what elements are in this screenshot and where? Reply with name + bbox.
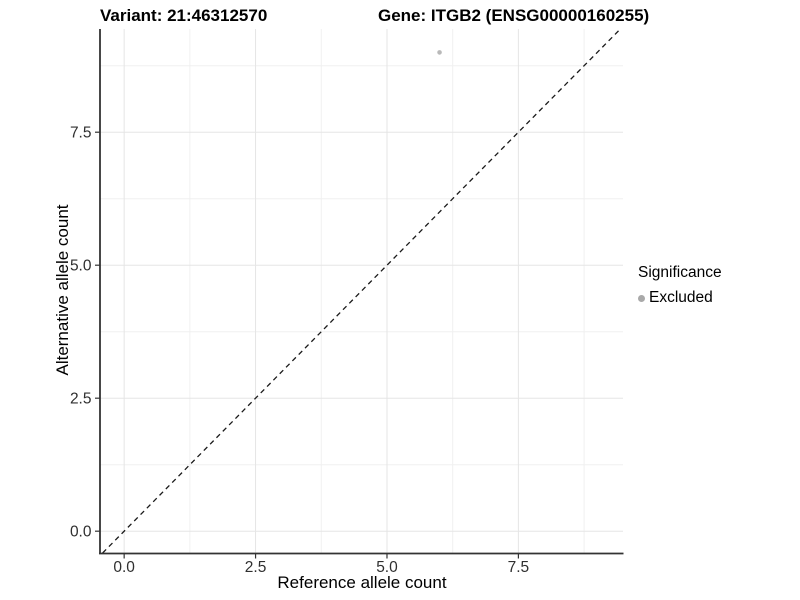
y-tick-label: 7.5 — [70, 125, 92, 142]
plot-title-gene: Gene: ITGB2 (ENSG00000160255) — [378, 6, 650, 25]
x-tick-label: 0.0 — [113, 559, 135, 576]
x-tick-label: 5.0 — [376, 559, 398, 576]
tick-marks — [95, 131, 519, 559]
identity-dashed-line — [102, 28, 621, 554]
axis-lines — [99, 29, 624, 555]
legend-item-label: Excluded — [649, 289, 713, 306]
minor-gridlines — [100, 29, 623, 553]
data-points — [437, 50, 442, 55]
x-axis-title: Reference allele count — [277, 573, 447, 592]
plot-title-variant: Variant: 21:46312570 — [100, 6, 268, 25]
legend: Significance Excluded — [638, 264, 722, 307]
tick-labels: 0.0 2.5 5.0 7.5 0.0 2.5 5.0 7.5 — [70, 125, 529, 576]
y-tick-label: 5.0 — [70, 258, 92, 275]
legend-title: Significance — [638, 264, 722, 281]
y-tick-label: 2.5 — [70, 391, 92, 408]
x-tick-label: 7.5 — [508, 559, 530, 576]
x-tick-label: 2.5 — [245, 559, 267, 576]
legend-item-excluded: Excluded — [638, 289, 722, 307]
y-axis-title: Alternative allele count — [53, 204, 72, 376]
y-tick-label: 0.0 — [70, 524, 92, 541]
data-point — [437, 50, 442, 55]
major-gridlines — [100, 29, 623, 553]
excluded-point-icon — [638, 294, 645, 302]
identity-line — [102, 28, 621, 554]
